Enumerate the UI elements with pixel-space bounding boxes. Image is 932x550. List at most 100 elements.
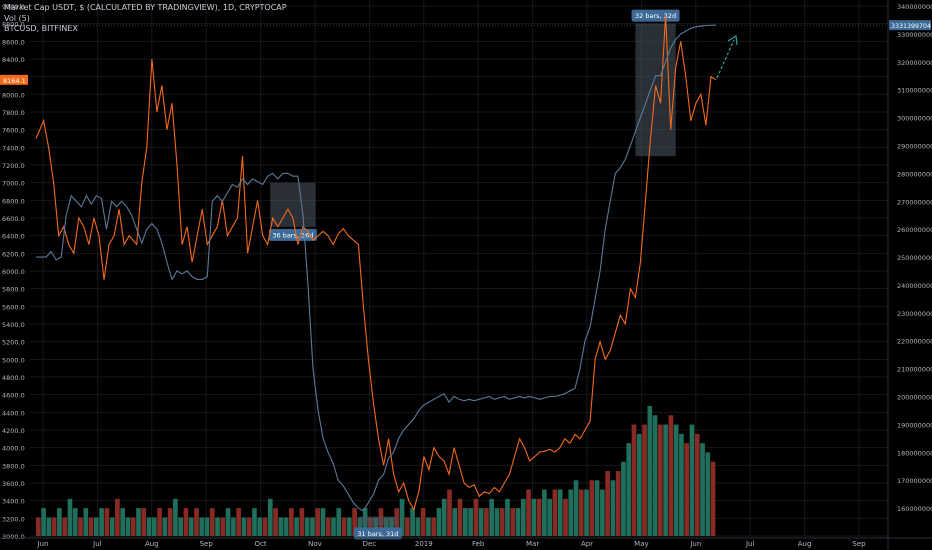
volume-bar: [199, 517, 205, 536]
right-tick-label: 2100000000: [897, 366, 932, 374]
volume-bar: [194, 508, 199, 536]
volume-bar: [441, 498, 447, 536]
volume-bar: [341, 517, 347, 536]
volume-bar: [420, 508, 426, 536]
volume-bar: [489, 498, 495, 536]
right-tick-label: 2800000000: [897, 170, 932, 178]
volume-bar: [510, 508, 516, 536]
right-tick-label: 2500000000: [897, 254, 932, 262]
left-tick-label: 8400.0: [2, 56, 25, 64]
volume-bar: [689, 424, 695, 536]
time-axis[interactable]: Jun Jul Aug Sep Oct Nov Dec 2019 Feb Mar Apr May Jun…: [0, 537, 932, 548]
right-tick-label: 1800000000: [897, 449, 932, 457]
btc-price-tag: [0, 74, 28, 85]
left-tick-label: 4600.0: [2, 392, 25, 400]
volume-bar: [357, 517, 363, 536]
volume-bar: [679, 433, 684, 536]
volume-bar: [431, 517, 437, 536]
range-tag-label: 36 bars, 36d: [272, 231, 313, 239]
left-tick-label: 7800.0: [2, 109, 25, 117]
volume-bar: [368, 517, 373, 536]
volume-bar: [578, 489, 584, 536]
right-price-axis[interactable]: 3400000000 3300000000 3200000000 3100000000…: [887, 0, 932, 550]
volume-bar: [246, 517, 252, 536]
volume-bar: [584, 489, 589, 536]
volume-bar: [88, 517, 94, 536]
volume-bar: [352, 508, 357, 536]
volume-bar: [426, 517, 431, 536]
volume-bar: [136, 508, 141, 536]
left-tick-label: 8000.0: [2, 91, 25, 99]
x-tick-label: Sep: [852, 540, 866, 548]
range-box: [358, 516, 398, 526]
right-tick-label: 2700000000: [897, 198, 932, 206]
arrow-shaft: [716, 39, 735, 79]
x-tick-label: Aug: [145, 540, 159, 548]
volume-bar: [542, 489, 547, 536]
arrow-head: [727, 34, 738, 46]
legend-market-cap-usdt[interactable]: Market Cap USDT, $ (CALCULATED BY TRADIN…: [4, 3, 287, 12]
volume-bar: [626, 443, 632, 536]
x-tick-label: Jul: [92, 540, 102, 548]
left-tick-label: 8600.0: [2, 38, 25, 46]
x-tick-label: Jul: [745, 540, 755, 548]
volume-bar: [452, 508, 458, 536]
x-tick-label: Nov: [308, 540, 322, 548]
legend-volume[interactable]: Vol (5): [4, 13, 30, 23]
x-tick-label: Apr: [581, 540, 593, 548]
volume-bar: [104, 508, 110, 536]
volume-bar: [415, 517, 421, 536]
volume-bar: [146, 517, 152, 536]
volume-bar: [589, 480, 595, 536]
volume-bar: [658, 424, 663, 536]
volume-bar: [399, 498, 405, 536]
volume-bar: [41, 508, 46, 536]
volume-bar: [547, 498, 552, 536]
volume-bar: [520, 498, 526, 536]
volume-bar: [252, 508, 257, 536]
volume-bar: [273, 508, 278, 536]
volume-bar: [236, 508, 241, 536]
volume-bar: [130, 517, 136, 536]
left-tick-label: 3400.0: [2, 498, 25, 506]
volume-bar: [99, 508, 104, 536]
volume-bar: [231, 517, 236, 536]
volume-bar: [447, 489, 452, 536]
right-tick-label: 3100000000: [897, 87, 932, 95]
left-tick-label: 7200.0: [2, 162, 25, 170]
left-tick-label: 6200.0: [2, 250, 25, 258]
legend-btcusd[interactable]: BTCUSD, BITFINEX: [4, 24, 78, 33]
volume-bar: [484, 508, 489, 536]
volume-bar: [552, 489, 558, 536]
volume-bar: [700, 443, 705, 536]
volume-bar: [46, 517, 52, 536]
volume-bar: [473, 498, 479, 536]
volume-bar: [294, 517, 299, 536]
range-tag-label: 32 bars, 32d: [635, 12, 676, 20]
left-tick-label: 6600.0: [2, 215, 25, 223]
volume-bar: [457, 498, 463, 536]
volume-bar: [594, 480, 600, 536]
volume-bar: [684, 443, 690, 536]
volume-bar: [389, 517, 394, 536]
left-price-axis[interactable]: 9000.08800.08600.08400.08200.08000.07800…: [0, 3, 28, 541]
volume-bar: [167, 508, 173, 536]
volume-bar: [289, 508, 294, 536]
volume-bar: [120, 508, 126, 536]
left-tick-label: 7400.0: [2, 144, 25, 152]
volume-bar: [615, 471, 621, 536]
btc-price-tag-label: 8164.1: [3, 77, 26, 85]
volume-bar: [631, 424, 637, 536]
volume-bar: [173, 498, 178, 536]
x-tick-label: May: [634, 540, 648, 548]
volume-bar: [563, 498, 568, 536]
volume-bar: [51, 517, 57, 536]
volume-bar: [299, 508, 305, 536]
volume-bar: [404, 517, 410, 536]
left-tick-label: 5000.0: [2, 356, 25, 364]
volume-bar: [710, 461, 716, 536]
volume-bar: [642, 424, 647, 536]
volume-bar: [262, 517, 268, 536]
x-tick-label: Oct: [255, 540, 267, 548]
